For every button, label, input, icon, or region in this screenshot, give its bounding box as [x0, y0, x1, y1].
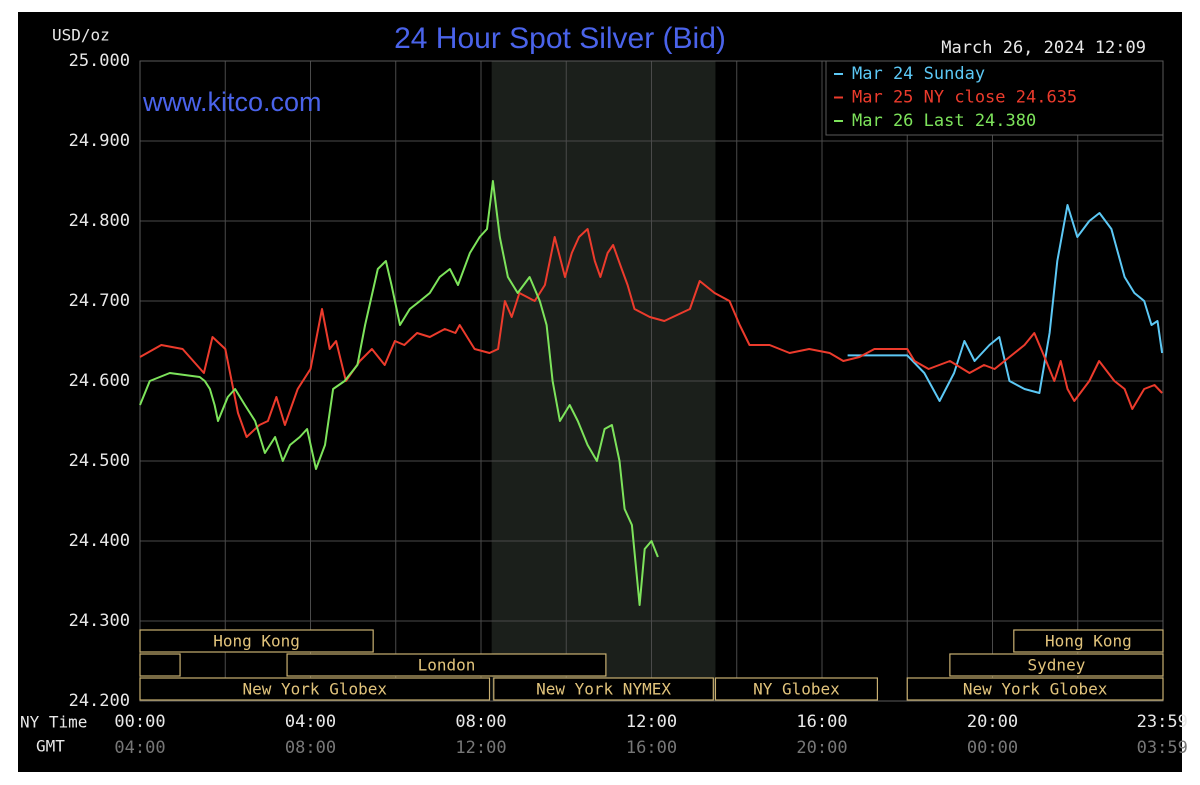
gmt-tick-label: 03:59: [1137, 738, 1188, 758]
x-tick-label: 12:00: [626, 712, 677, 732]
session-box: [906, 677, 1164, 701]
x-tick-label: 16:00: [796, 712, 847, 732]
session-box: [714, 677, 879, 701]
series-line: [847, 204, 1164, 402]
session-label: Hong Kong: [213, 632, 300, 651]
x-tick-label: 00:00: [114, 712, 165, 732]
legend-box: [825, 60, 1164, 136]
y-tick-label: 24.600: [69, 371, 130, 391]
session-box: [139, 677, 491, 701]
session-box: [139, 629, 374, 653]
y-tick-label: 24.300: [69, 611, 130, 631]
x-tick-label: 04:00: [285, 712, 336, 732]
gmt-tick-label: 12:00: [455, 738, 506, 758]
y-tick-label: 24.400: [69, 531, 130, 551]
session-label: NY Globex: [753, 680, 840, 699]
gmt-tick-label: 04:00: [114, 738, 165, 758]
x-tick-label: 20:00: [967, 712, 1018, 732]
timestamp: March 26, 2024 12:09: [941, 38, 1146, 58]
series-line: [139, 228, 1163, 438]
x-tick-label: 23:59: [1137, 712, 1188, 732]
session-box: [493, 677, 714, 701]
x-axis-label: NY Time: [20, 713, 87, 732]
plot-area: 24.200 24.300 24.400 24.500 24.600 24.700 24.8…: [69, 51, 1188, 758]
x-tick-label: 08:00: [455, 712, 506, 732]
gmt-tick-label: 16:00: [626, 738, 677, 758]
y-tick-label: 24.800: [69, 211, 130, 231]
legend-label: Mar 24 Sunday: [852, 64, 985, 84]
y-tick-label: 24.900: [69, 131, 130, 151]
session-label: New York NYMEX: [536, 680, 671, 699]
session-box: [1013, 629, 1164, 653]
session-label: New York Globex: [243, 680, 388, 699]
x2-axis-label: GMT: [36, 737, 65, 756]
plot-border: [139, 60, 1164, 702]
gmt-tick-label: 20:00: [796, 738, 847, 758]
legend-label: Mar 26 Last 24.380: [852, 111, 1036, 131]
series-line: [139, 180, 659, 606]
session-box: [286, 653, 607, 677]
session-label: Sydney: [1028, 656, 1086, 675]
y-tick-label: 24.700: [69, 291, 130, 311]
session-label: London: [418, 656, 476, 675]
watermark: www.kitco.com: [142, 87, 322, 117]
gmt-tick-label: 00:00: [967, 738, 1018, 758]
legend-label: Mar 25 NY close 24.635: [852, 88, 1077, 108]
session-label: Hong Kong: [1045, 632, 1132, 651]
y-tick-label: 24.500: [69, 451, 130, 471]
gmt-tick-label: 08:00: [285, 738, 336, 758]
y-tick-label: 24.200: [69, 691, 130, 711]
session-box: [949, 653, 1164, 677]
y-axis-label: USD/oz: [52, 26, 110, 45]
y-tick-label: 25.000: [69, 51, 130, 71]
session-box: [139, 653, 181, 677]
session-label: New York Globex: [963, 680, 1108, 699]
chart-title: 24 Hour Spot Silver (Bid): [394, 22, 726, 55]
